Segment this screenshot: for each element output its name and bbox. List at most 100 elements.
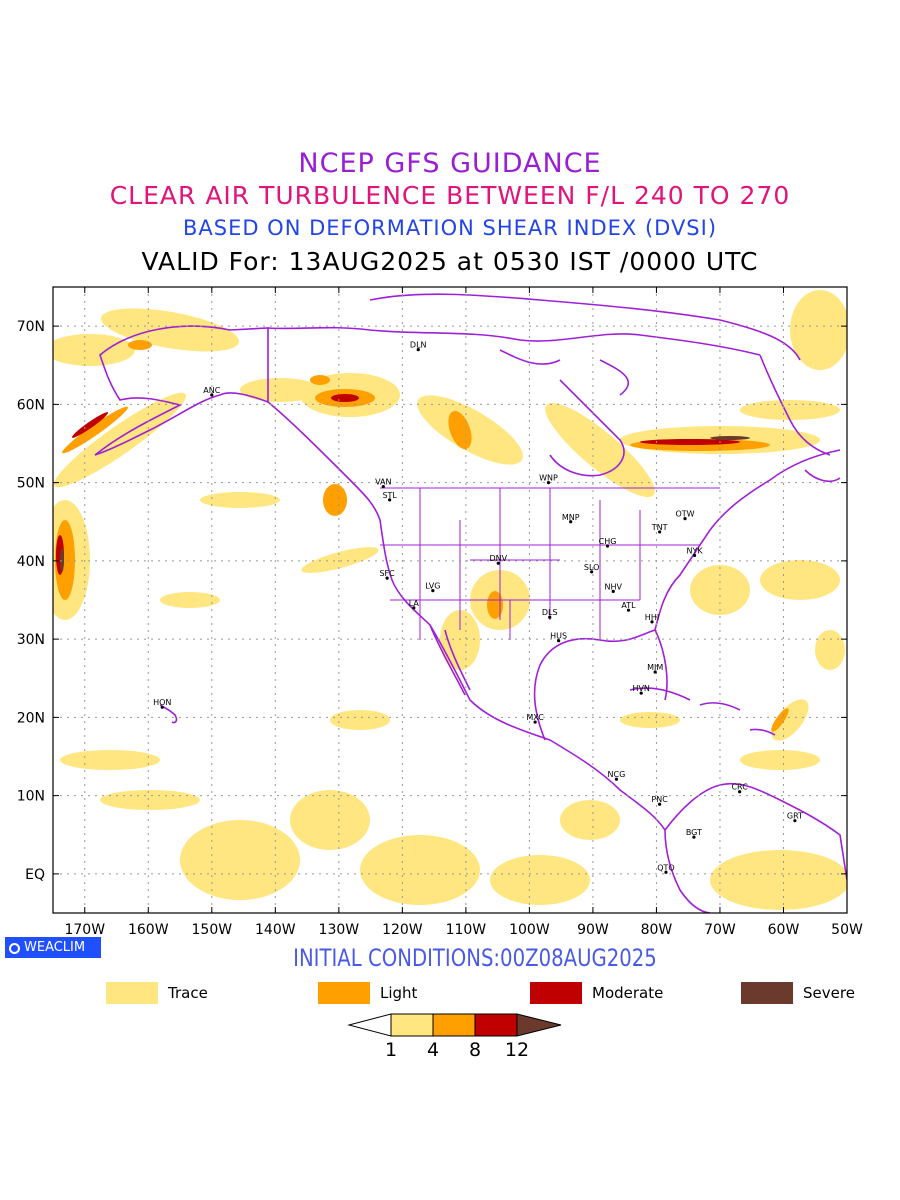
legend-trace-swatch [106, 982, 158, 1004]
lat-tick-label: 10N [17, 789, 45, 805]
title-valid-time: VALID For: 13AUG2025 at 0530 IST /0000 U… [141, 247, 759, 276]
lon-tick-label: 80W [641, 922, 673, 938]
hawaii [159, 704, 178, 724]
station-label-hus: HUS [550, 632, 567, 641]
colorbar-level-label: 8 [469, 1039, 481, 1061]
station-label-mxc: MXC [526, 713, 544, 722]
station-label-anc: ANC [203, 386, 220, 395]
lon-tick-label: 70W [704, 922, 736, 938]
station-marker [614, 777, 619, 781]
arctic-islands [369, 293, 801, 396]
station-label-pnc: PNC [651, 795, 668, 804]
station-label-dls: DLS [542, 608, 558, 617]
station-labels: DLN ANC VAN STL WNP MNP TNT OTW CHG NYK DNV SFC SLO L… [153, 341, 803, 874]
station-label-mim: MIM [647, 663, 663, 672]
station-label-bgt: BGT [686, 828, 702, 837]
station-marker [626, 608, 631, 612]
colorbar-low-arrow [347, 1013, 392, 1037]
east-coast [654, 449, 841, 631]
title-product: CLEAR AIR TURBULENCE BETWEEN F/L 240 TO … [109, 181, 791, 210]
legend-light-label: Light [380, 984, 418, 1002]
station-marker [416, 348, 420, 352]
station-marker [385, 576, 389, 580]
lat-tick-label: 70N [17, 319, 45, 335]
title-method: BASED ON DEFORMATION SHEAR INDEX (DVSI) [182, 216, 718, 240]
lon-tick-label: 90W [577, 922, 609, 938]
station-label-ncg: NCG [608, 770, 626, 779]
station-marker [496, 561, 500, 565]
map-frame [52, 286, 848, 914]
station-label-hon: HON [153, 698, 171, 707]
station-marker [738, 790, 742, 794]
station-label-hhi: HHI [645, 613, 659, 622]
station-marker [431, 589, 435, 593]
station-label-hvn: HVN [632, 684, 649, 693]
station-marker [605, 544, 610, 548]
legend-trace-label: Trace [168, 984, 208, 1002]
lat-tick-label: 50N [17, 476, 45, 492]
station-marker [793, 819, 797, 823]
us-state-lines [380, 487, 720, 640]
station-marker [658, 530, 662, 534]
severe-turbulence-areas [60, 436, 750, 572]
station-marker [546, 481, 551, 485]
lat-tick-label: 40N [17, 554, 45, 570]
initial-conditions: INITIAL CONDITIONS:00Z08AUG2025 [293, 944, 657, 972]
lon-tick-label: 140W [255, 922, 296, 938]
station-label-nhv: NHV [605, 582, 623, 591]
colorbar: 1 4 8 12 [347, 1013, 562, 1061]
station-marker [388, 498, 392, 502]
alaska-coast [94, 325, 269, 456]
station-marker [664, 870, 668, 874]
lon-tick-label: 160W [128, 922, 169, 938]
station-marker [381, 484, 385, 489]
station-marker [639, 691, 643, 695]
legend-moderate-swatch [530, 982, 582, 1004]
legend-moderate-label: Moderate [592, 984, 664, 1002]
colorbar-level-label: 12 [505, 1039, 529, 1061]
lon-tick-label: 170W [64, 922, 105, 938]
canada-arctic-coast [267, 326, 761, 356]
weaclim-badge: WEACLIM [5, 937, 101, 958]
colorbar-level-label: 4 [427, 1039, 439, 1061]
cuba [629, 687, 691, 701]
station-marker [569, 520, 573, 524]
station-label-van: VAN [375, 478, 391, 487]
legend-severe-label: Severe [803, 984, 855, 1002]
colorbar-segment [432, 1013, 476, 1037]
lat-tick-label: EQ [25, 867, 45, 883]
station-label-otw: OTW [675, 510, 694, 519]
station-label-stl: STL [382, 491, 397, 500]
station-marker [692, 553, 697, 557]
baja-california [429, 624, 471, 696]
station-marker [683, 517, 687, 521]
station-label-chg: CHG [599, 537, 617, 546]
turbulence-field [53, 290, 847, 910]
station-marker [557, 639, 561, 643]
lon-tick-label: 150W [192, 922, 233, 938]
station-marker [650, 620, 654, 624]
station-label-la: LA [409, 599, 420, 608]
station-label-tnt: TNT [651, 523, 668, 532]
lon-tick-label: 100W [509, 922, 550, 938]
station-marker [658, 802, 662, 806]
colorbar-segment [390, 1013, 434, 1037]
station-label-sfc: SFC [379, 569, 395, 578]
station-label-lvg: LVG [425, 582, 440, 591]
station-marker [533, 720, 537, 724]
lon-tick-label: 50W [831, 922, 863, 938]
station-marker [611, 589, 615, 593]
station-marker [210, 393, 214, 397]
title-model: NCEP GFS GUIDANCE [298, 148, 602, 179]
labrador-coast [759, 354, 841, 482]
badge-label: WEACLIM [24, 940, 86, 955]
station-label-crc: CRC [731, 783, 748, 792]
lat-tick-label: 30N [17, 632, 45, 648]
station-label-dln: DLN [410, 341, 427, 350]
station-label-wnp: WNP [539, 474, 558, 483]
station-label-nyk: NYK [686, 546, 703, 555]
axis-ticks: 70N 60N 50N 40N 30N 20N 10N EQ 170W 160W 150W 140W 1… [17, 287, 863, 938]
legend-light-swatch [318, 982, 370, 1004]
station-label-slo: SLO [584, 563, 600, 572]
station-label-dnv: DNV [489, 554, 507, 563]
